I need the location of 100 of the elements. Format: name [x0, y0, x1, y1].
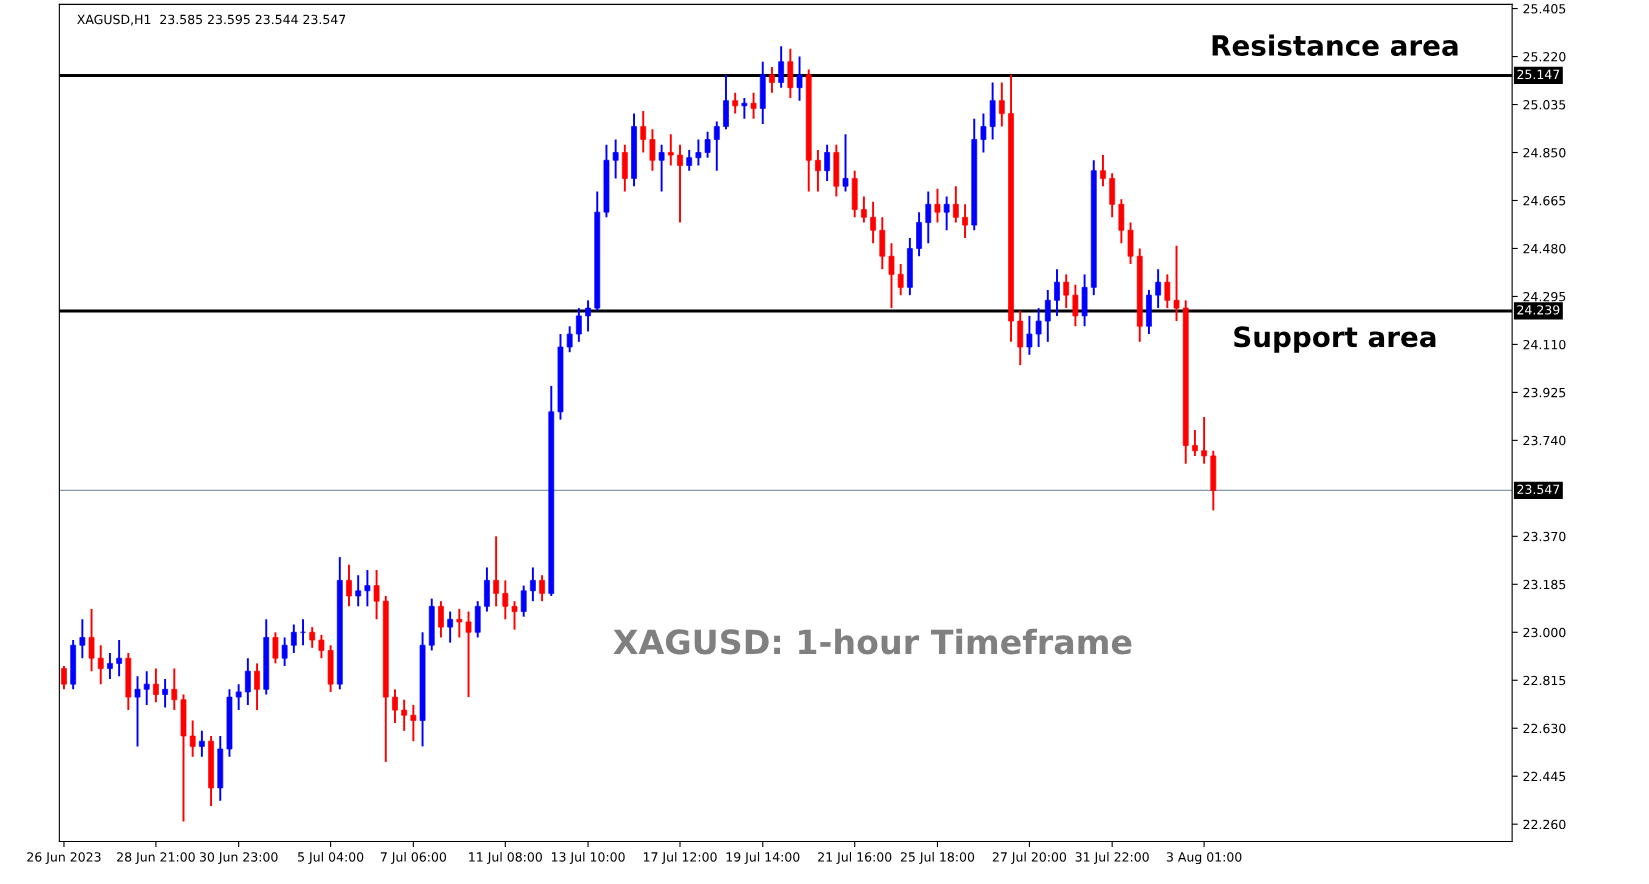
y-tick-label: 23.925 — [1523, 387, 1566, 398]
candlestick — [88, 607, 95, 673]
x-tick-label: 5 Jul 04:00 — [298, 851, 364, 864]
y-tick-label: 22.445 — [1523, 771, 1566, 782]
candlestick — [438, 600, 444, 639]
candlestick — [162, 677, 168, 709]
x-tick-label: 3 Aug 01:00 — [1166, 852, 1242, 865]
candlestick — [401, 698, 408, 732]
candlestick — [998, 81, 1005, 128]
candlestick — [520, 584, 527, 618]
y-tick-label: 23.185 — [1523, 579, 1566, 590]
candlestick — [1164, 273, 1171, 310]
ref-line-label: 25.147 — [1517, 69, 1560, 80]
candlestick — [199, 729, 205, 758]
candlestick — [667, 133, 674, 167]
x-tick-label: 21 Jul 16:00 — [818, 851, 892, 864]
candlestick — [842, 133, 849, 193]
candlestick — [1054, 268, 1060, 317]
y-tick-label: 24.295 — [1523, 291, 1566, 302]
candlestick — [373, 569, 380, 621]
candlestick — [824, 143, 830, 182]
candlestick — [815, 148, 821, 193]
candlestick — [97, 644, 104, 686]
candlestick — [116, 639, 123, 678]
candlestick — [1155, 268, 1162, 310]
candlestick — [1072, 283, 1079, 328]
candlestick — [778, 45, 785, 89]
y-tick-label: 24.480 — [1523, 243, 1566, 254]
candlestick — [1192, 429, 1198, 457]
candlestick — [1173, 244, 1180, 323]
y-tick-label: 23.740 — [1523, 435, 1566, 446]
candlestick — [686, 148, 693, 172]
candlestick — [281, 636, 288, 667]
candlestick — [318, 633, 325, 660]
y-tick-label: 22.815 — [1523, 675, 1566, 686]
candlestick — [750, 91, 757, 120]
candlestick — [1044, 288, 1051, 343]
ref-line-label: 24.239 — [1517, 305, 1560, 315]
y-tick-label: 25.220 — [1523, 52, 1566, 62]
candlestick — [290, 623, 297, 654]
x-tick-label: 7 Jul 06:00 — [380, 851, 447, 864]
y-tick-label: 23.370 — [1523, 531, 1566, 542]
y-tick-label: 22.630 — [1523, 723, 1566, 734]
candlestick — [575, 307, 582, 343]
ref-line-label: 23.547 — [1517, 484, 1560, 495]
candlestick — [171, 667, 178, 712]
y-tick-label: 25.405 — [1523, 4, 1566, 14]
candlestick — [355, 574, 362, 608]
candlestick — [695, 138, 702, 167]
candlestick — [79, 618, 86, 660]
y-tick-label: 24.665 — [1523, 195, 1566, 206]
x-tick-label: 30 Jun 23:00 — [199, 852, 278, 864]
candlestick — [741, 97, 748, 120]
candlestick — [272, 631, 279, 665]
candlestick — [658, 143, 665, 193]
candlestick — [465, 610, 472, 699]
x-tick-label: 28 Jun 21:00 — [117, 852, 195, 864]
candlestick — [925, 190, 932, 245]
y-tick-label: 25.035 — [1523, 100, 1566, 110]
candlestick — [649, 128, 656, 172]
candlestick — [1035, 307, 1042, 348]
candlestick — [254, 662, 260, 712]
y-tick-label: 24.850 — [1523, 147, 1566, 158]
y-tick-label: 22.260 — [1523, 819, 1566, 830]
candlestick — [769, 65, 775, 94]
candlestick — [530, 566, 536, 603]
candlestick — [677, 143, 683, 224]
candlestick — [447, 610, 454, 644]
candlestick — [143, 670, 150, 706]
candlestick — [952, 185, 959, 224]
candlestick — [1063, 273, 1070, 310]
y-tick-label: 24.110 — [1523, 339, 1566, 350]
x-tick-label: 11 Jul 08:00 — [469, 851, 542, 864]
candlestick — [1026, 314, 1033, 356]
candlestick — [943, 195, 950, 232]
candlestick — [1100, 154, 1106, 188]
annotation: XAGUSD,H1 23.585 23.595 23.544 23.547 — [77, 14, 346, 26]
candlestick — [392, 688, 398, 725]
candlestick — [713, 120, 720, 172]
candlestick — [861, 195, 867, 224]
x-tick-label: 13 Jul 10:00 — [551, 851, 625, 864]
candlestick — [732, 91, 739, 115]
candlestick — [153, 667, 159, 704]
candlestick — [934, 187, 941, 224]
candlestick — [888, 242, 895, 310]
x-tick-label: 25 Jul 18:00 — [900, 851, 975, 864]
candlestick — [502, 579, 509, 621]
candlestick — [511, 600, 518, 631]
candlestick — [189, 719, 196, 758]
x-tick-label: 27 Jul 20:00 — [992, 851, 1067, 864]
annotation: Support area — [1234, 326, 1436, 353]
candlestick — [61, 665, 67, 691]
candlestick — [346, 563, 352, 608]
candlestick — [870, 200, 876, 245]
x-tick-label: 26 Jun 2023 — [27, 852, 101, 864]
candlestick — [980, 112, 987, 154]
annotation: XAGUSD: 1-hour Timeframe — [613, 628, 1132, 655]
candlestick — [364, 569, 371, 608]
candlestick — [456, 607, 463, 639]
candlestick — [244, 657, 251, 706]
